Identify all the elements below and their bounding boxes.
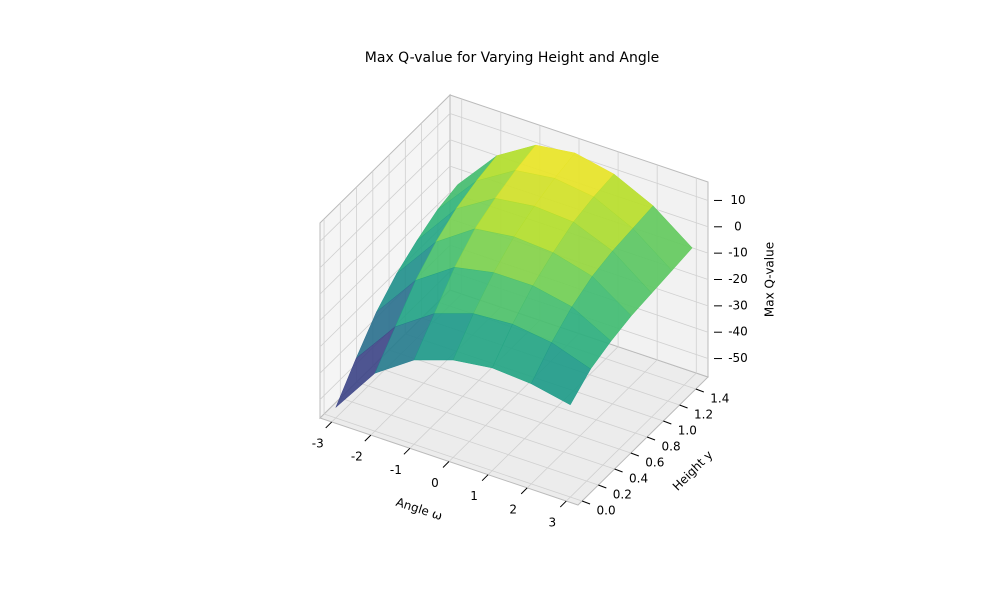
x-tick-label: -2 <box>351 450 363 464</box>
grid-line <box>356 381 615 470</box>
x-tick-label: -3 <box>312 436 324 450</box>
y-tick-label: 1.0 <box>678 424 697 438</box>
grid-line <box>388 349 648 438</box>
y-tick-label: 0.2 <box>613 488 632 502</box>
z-tick-label: -40 <box>728 325 748 339</box>
grid-line <box>319 165 451 295</box>
tick-mark <box>581 500 591 505</box>
z-tick-label: -20 <box>728 272 748 286</box>
grid-line <box>319 113 451 242</box>
z-tick-label: -50 <box>728 351 748 365</box>
tick-mark <box>442 461 450 468</box>
y-tick-label: 0.8 <box>662 440 681 454</box>
tick-mark <box>481 474 489 482</box>
x-tick-label: -1 <box>390 463 402 477</box>
x-axis-label: Angle ω <box>394 495 444 523</box>
surface-cell <box>530 342 591 406</box>
tick-mark <box>630 452 639 457</box>
x-tick-label: 2 <box>509 502 517 516</box>
grid-line <box>323 413 583 502</box>
x-tick-label: 0 <box>431 476 439 490</box>
tick-mark <box>364 434 372 442</box>
z-axis-label: Max Q-value <box>763 242 777 317</box>
tick-mark <box>679 404 688 409</box>
tick-mark <box>663 420 672 425</box>
y-tick-label: 1.4 <box>710 392 729 406</box>
y-tick-label: 0.6 <box>645 456 664 470</box>
tick-mark <box>403 447 411 455</box>
tick-mark <box>325 421 333 429</box>
x-tick-label: 3 <box>548 516 556 530</box>
y-tick-label: 0.4 <box>629 472 648 486</box>
z-tick-label: 0 <box>734 219 742 233</box>
tick-mark <box>614 468 623 473</box>
tick-mark <box>646 436 656 441</box>
chart-title: Max Q-value for Varying Height and Angle <box>365 50 659 66</box>
y-axis-label: Height y <box>670 448 716 494</box>
grid-line <box>372 365 631 454</box>
z-tick-label: -10 <box>728 246 748 260</box>
grid-line <box>526 359 658 489</box>
z-tick-label: -30 <box>728 298 748 312</box>
grid-line <box>565 372 697 502</box>
y-tick-label: 1.2 <box>694 408 713 422</box>
z-tick-label: 10 <box>730 193 745 207</box>
grid-line <box>319 139 451 269</box>
tick-mark <box>695 388 704 393</box>
grid-line <box>340 397 599 486</box>
tick-mark <box>559 500 567 508</box>
x-tick-label: 1 <box>470 489 478 503</box>
tick-mark <box>520 487 528 495</box>
grid-line <box>319 192 451 321</box>
y-tick-label: 0.0 <box>597 504 616 518</box>
grid-line <box>487 346 619 475</box>
tick-mark <box>598 484 607 489</box>
